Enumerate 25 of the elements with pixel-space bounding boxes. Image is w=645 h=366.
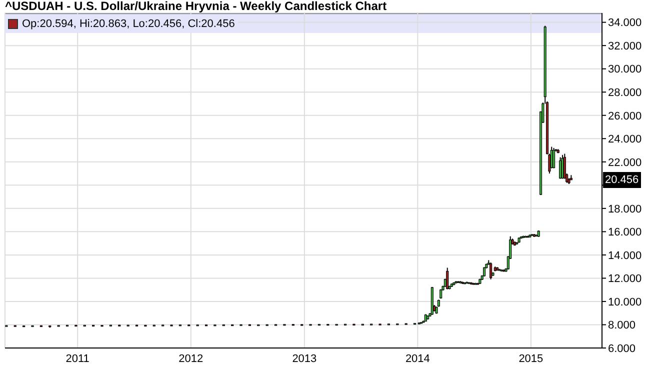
y-tick-label: 6.000 [608,342,636,355]
y-tick-label: 32.000 [608,40,642,52]
y-tick-label: 22.000 [608,156,642,169]
annotation: 20.456 [603,172,641,188]
x-tick-label: 2015 [518,352,544,365]
y-tick-label: 10.000 [608,296,642,308]
annotation: Op:20.594, Hi:20.863, Lo:20.456, Cl:20.456 [22,18,235,30]
candlestick [563,153,566,180]
y-tick-label: 8.000 [608,320,636,332]
y-tick-label: 28.000 [608,87,642,99]
y-tick-label: 34.000 [608,17,642,30]
x-tick-label: 2013 [292,352,317,365]
y-tick-label: 24.000 [608,134,642,146]
y-tick-label: 16.000 [608,226,642,239]
y-tick-label: 14.000 [608,250,642,262]
candlestick [561,154,564,180]
y-tick-label: 18.000 [608,203,642,216]
x-tick-label: 2014 [405,352,430,365]
chart-title: ^USDUAH - U.S. Dollar/Ukraine Hryvnia - Weekly Candlestick Chart [5,0,387,13]
y-tick-label: 30.000 [608,64,642,76]
x-tick-label: 2012 [178,352,204,365]
x-tick-label: 2011 [66,352,90,365]
y-tick-label: 12.000 [608,273,642,286]
candlestick [483,266,486,277]
y-tick-label: 26.000 [608,110,642,122]
